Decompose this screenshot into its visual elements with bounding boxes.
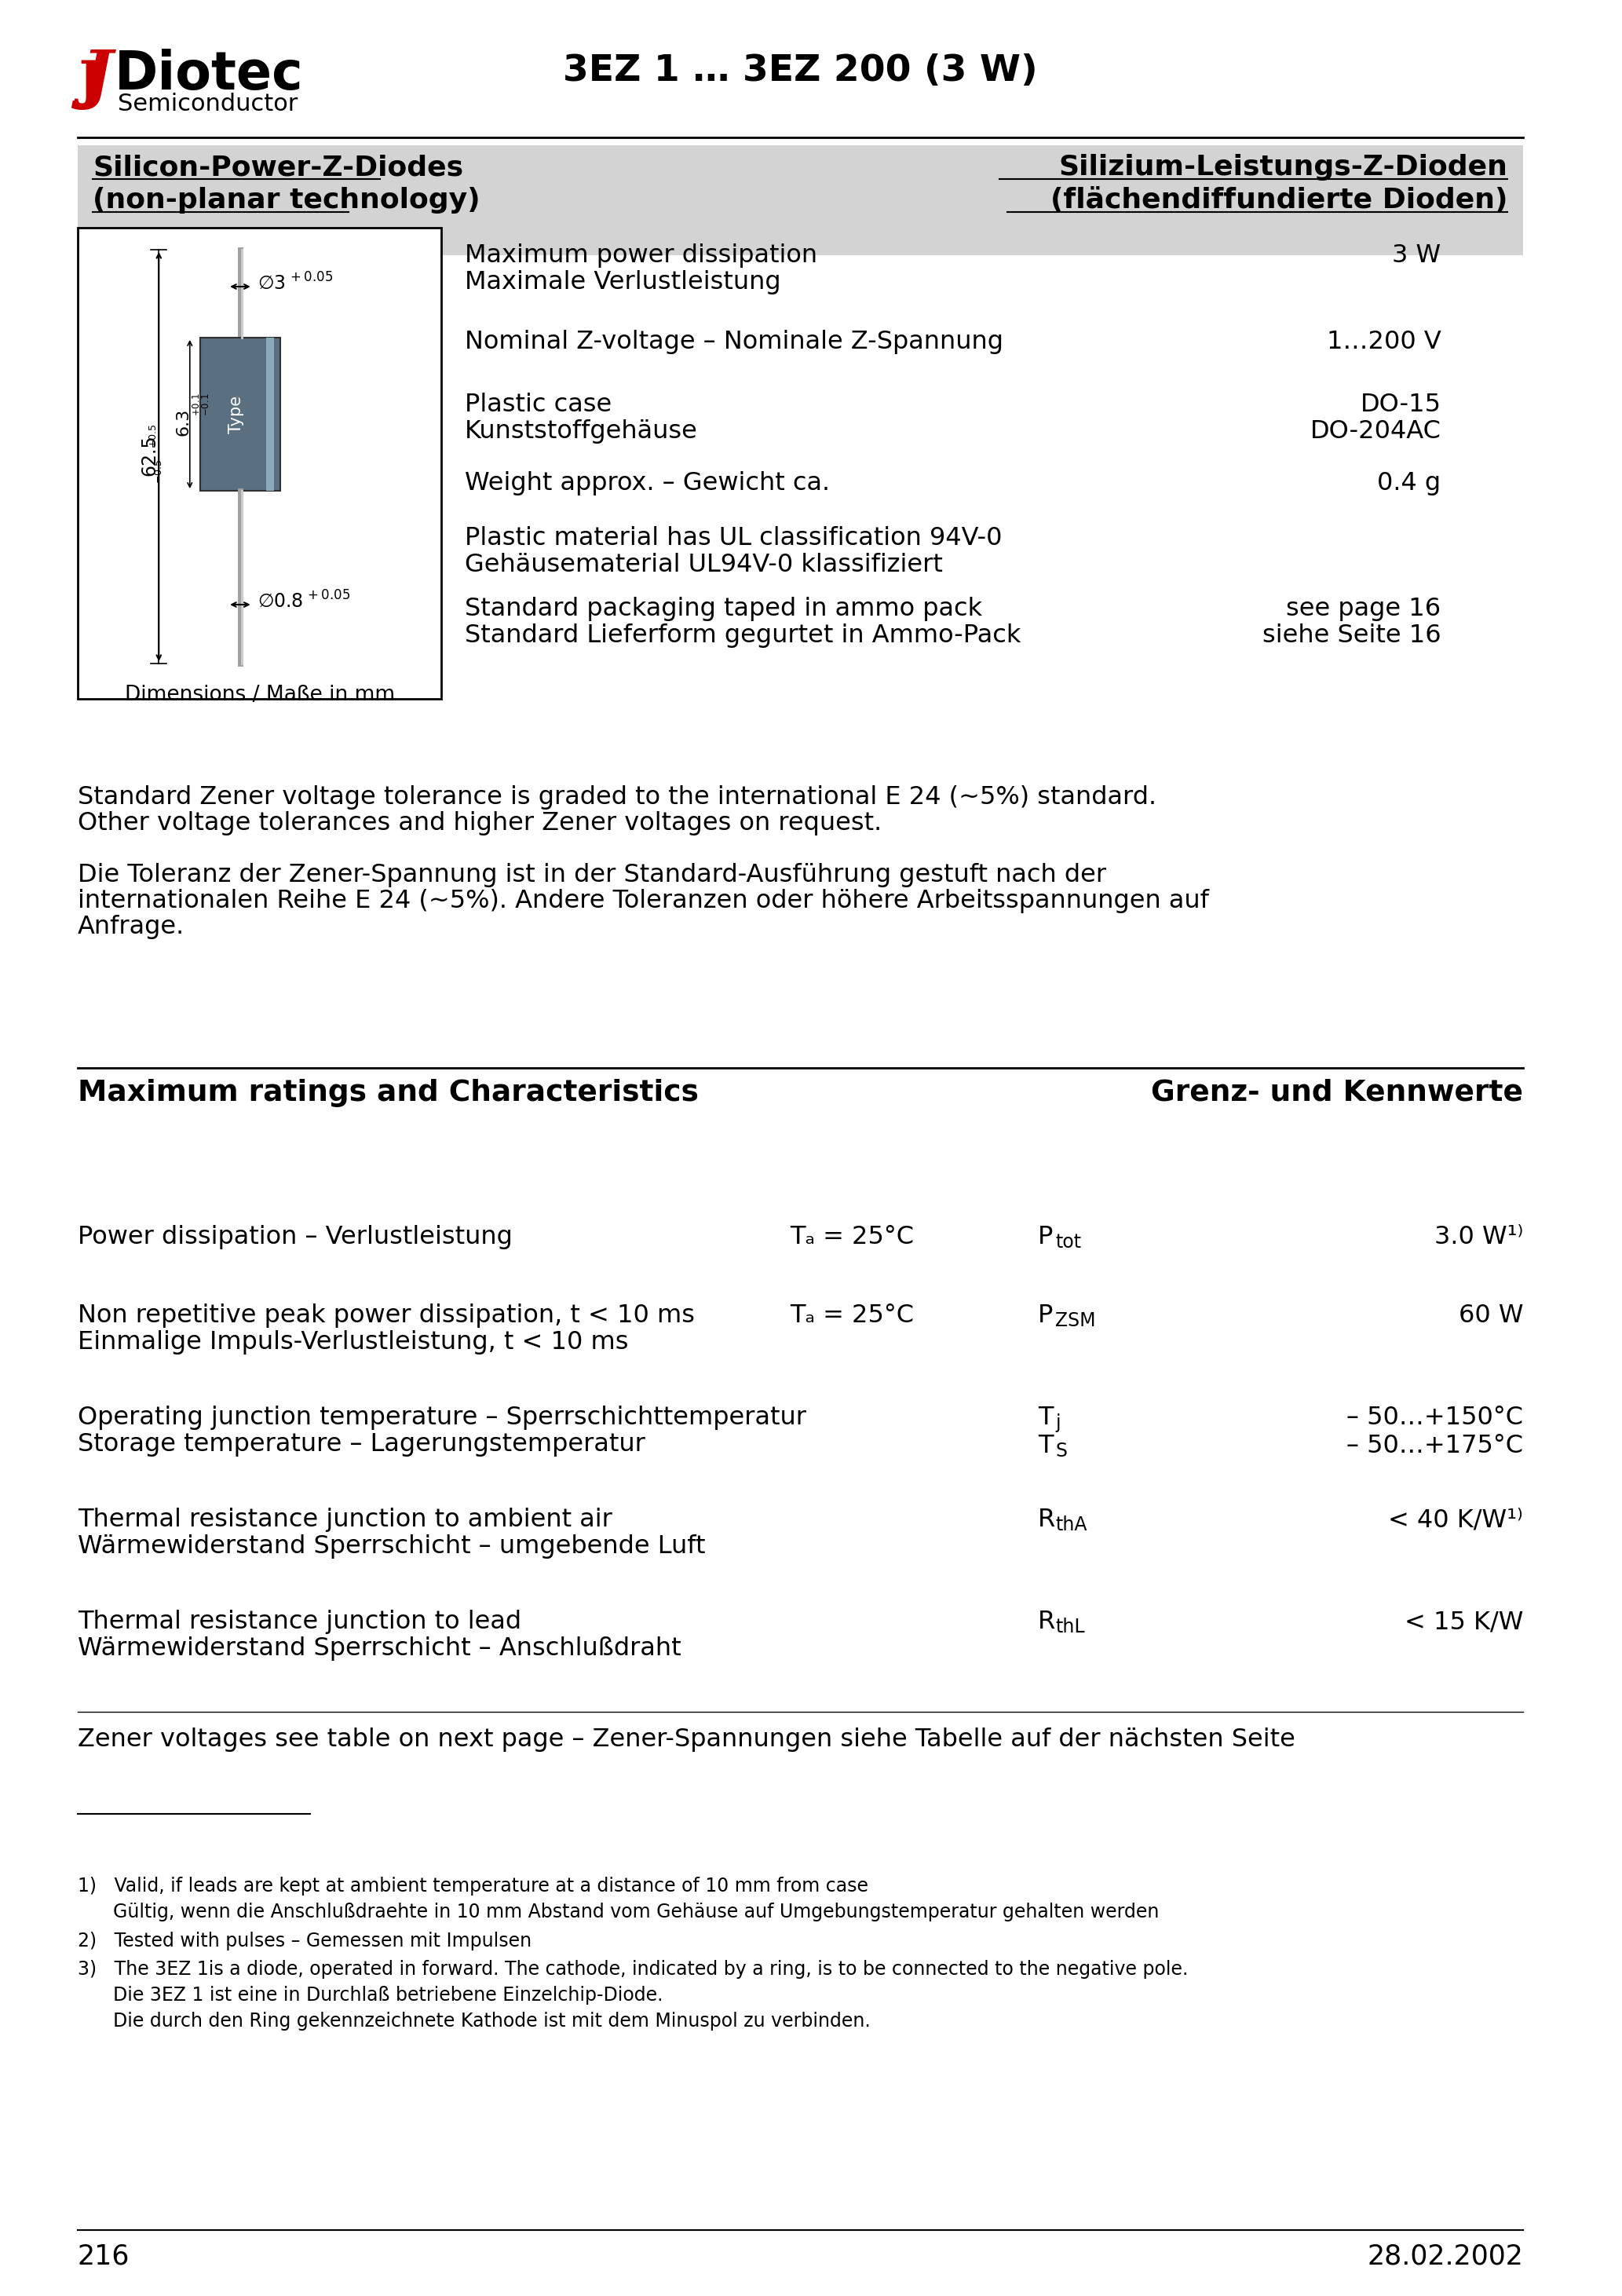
Text: 2)   Tested with pulses – Gemessen mit Impulsen: 2) Tested with pulses – Gemessen mit Imp… — [78, 1931, 532, 1952]
Text: thA: thA — [1056, 1515, 1087, 1534]
Text: Type: Type — [229, 395, 245, 434]
Text: 3.0 W¹⁾: 3.0 W¹⁾ — [1434, 1226, 1523, 1249]
Text: S: S — [1056, 1442, 1067, 1460]
Text: Storage temperature – Lagerungstemperatur: Storage temperature – Lagerungstemperatu… — [78, 1433, 646, 1456]
Text: R: R — [1038, 1508, 1056, 1531]
Text: P: P — [1038, 1304, 1053, 1327]
Text: Nominal Z-voltage – Nominale Z-Spannung: Nominal Z-voltage – Nominale Z-Spannung — [466, 331, 1004, 354]
Text: R: R — [1038, 1609, 1056, 1635]
Text: 60 W: 60 W — [1458, 1304, 1523, 1327]
Text: 62.5: 62.5 — [139, 434, 159, 475]
Bar — [78, 145, 1523, 255]
Text: 1…200 V: 1…200 V — [1327, 331, 1440, 354]
Text: Other voltage tolerances and higher Zener voltages on request.: Other voltage tolerances and higher Zene… — [78, 810, 882, 836]
Text: < 15 K/W: < 15 K/W — [1405, 1609, 1523, 1635]
Text: Standard Lieferform gegurtet in Ammo-Pack: Standard Lieferform gegurtet in Ammo-Pac… — [466, 625, 1020, 647]
Text: P: P — [1038, 1226, 1053, 1249]
Text: $^{+0.1}_{-0.1}$: $^{+0.1}_{-0.1}$ — [191, 393, 211, 416]
Text: j: j — [1056, 1414, 1061, 1433]
Text: Thermal resistance junction to ambient air: Thermal resistance junction to ambient a… — [78, 1508, 611, 1531]
Text: 0.4 g: 0.4 g — [1377, 471, 1440, 496]
Text: Die 3EZ 1 ist eine in Durchlaß betriebene Einzelchip-Diode.: Die 3EZ 1 ist eine in Durchlaß betrieben… — [78, 1986, 663, 2004]
Text: Gehäusematerial UL94V-0 klassifiziert: Gehäusematerial UL94V-0 klassifiziert — [466, 553, 942, 576]
Text: (non-planar technology): (non-planar technology) — [92, 186, 480, 214]
Text: Standard packaging taped in ammo pack: Standard packaging taped in ammo pack — [466, 597, 983, 622]
Text: Plastic case: Plastic case — [466, 393, 611, 418]
Text: Weight approx. – Gewicht ca.: Weight approx. – Gewicht ca. — [466, 471, 830, 496]
Text: Semiconductor: Semiconductor — [118, 92, 298, 115]
Text: $^{+0.5}$: $^{+0.5}$ — [151, 422, 164, 448]
Text: Gültig, wenn die Anschlußdraehte in 10 mm Abstand vom Gehäuse auf Umgebungstempe: Gültig, wenn die Anschlußdraehte in 10 m… — [78, 1903, 1158, 1922]
Text: 3 W: 3 W — [1392, 243, 1440, 269]
Bar — [200, 338, 281, 491]
Text: internationalen Reihe E 24 (~5%). Andere Toleranzen oder höhere Arbeitsspannunge: internationalen Reihe E 24 (~5%). Andere… — [78, 889, 1208, 914]
Text: Zener voltages see table on next page – Zener-Spannungen siehe Tabelle auf der n: Zener voltages see table on next page – … — [78, 1727, 1294, 1752]
Text: DO-204AC: DO-204AC — [1311, 420, 1440, 443]
Text: Wärmewiderstand Sperrschicht – Anschlußdraht: Wärmewiderstand Sperrschicht – Anschlußd… — [78, 1637, 681, 1660]
Text: ȷ: ȷ — [79, 46, 102, 108]
Text: 3EZ 1 … 3EZ 200 (3 W): 3EZ 1 … 3EZ 200 (3 W) — [563, 53, 1038, 90]
Text: Wärmewiderstand Sperrschicht – umgebende Luft: Wärmewiderstand Sperrschicht – umgebende… — [78, 1534, 706, 1559]
Text: Non repetitive peak power dissipation, t < 10 ms: Non repetitive peak power dissipation, t… — [78, 1304, 694, 1327]
Text: 6.3: 6.3 — [175, 409, 191, 436]
Text: siehe Seite 16: siehe Seite 16 — [1262, 625, 1440, 647]
Text: see page 16: see page 16 — [1286, 597, 1440, 622]
Text: tot: tot — [1056, 1233, 1082, 1251]
Text: 1)   Valid, if leads are kept at ambient temperature at a distance of 10 mm from: 1) Valid, if leads are kept at ambient t… — [78, 1876, 868, 1896]
Text: ZSM: ZSM — [1056, 1311, 1095, 1329]
Text: Thermal resistance junction to lead: Thermal resistance junction to lead — [78, 1609, 521, 1635]
Text: Kunststoffgehäuse: Kunststoffgehäuse — [466, 420, 697, 443]
Text: Tₐ = 25°C: Tₐ = 25°C — [790, 1226, 915, 1249]
Text: Power dissipation – Verlustleistung: Power dissipation – Verlustleistung — [78, 1226, 513, 1249]
Text: Standard Zener voltage tolerance is graded to the international E 24 (~5%) stand: Standard Zener voltage tolerance is grad… — [78, 785, 1156, 810]
Text: Einmalige Impuls-Verlustleistung, t < 10 ms: Einmalige Impuls-Verlustleistung, t < 10… — [78, 1329, 628, 1355]
Text: Dimensions / Maße in mm: Dimensions / Maße in mm — [125, 684, 394, 705]
Text: Diotec: Diotec — [115, 48, 303, 101]
Bar — [78, 227, 441, 698]
Text: thL: thL — [1056, 1619, 1085, 1637]
Text: T: T — [1038, 1405, 1053, 1430]
Text: (flächendiffundierte Dioden): (flächendiffundierte Dioden) — [1051, 186, 1508, 214]
Text: $\varnothing$0.8$^{\,+0.05}$: $\varnothing$0.8$^{\,+0.05}$ — [258, 590, 350, 613]
Text: $_{-0.5}$: $_{-0.5}$ — [151, 459, 164, 484]
Text: Maximale Verlustleistung: Maximale Verlustleistung — [466, 271, 780, 294]
Text: 216: 216 — [78, 2243, 130, 2268]
Text: J: J — [81, 48, 112, 110]
Text: Silizium-Leistungs-Z-Dioden: Silizium-Leistungs-Z-Dioden — [1059, 154, 1508, 181]
Text: Silicon-Power-Z-Diodes: Silicon-Power-Z-Diodes — [92, 154, 464, 181]
Text: – 50…+175°C: – 50…+175°C — [1346, 1433, 1523, 1458]
Text: Tₐ = 25°C: Tₐ = 25°C — [790, 1304, 915, 1327]
Text: Maximum ratings and Characteristics: Maximum ratings and Characteristics — [78, 1079, 699, 1107]
Text: 3)   The 3EZ 1is a diode, operated in forward. The cathode, indicated by a ring,: 3) The 3EZ 1is a diode, operated in forw… — [78, 1961, 1187, 1979]
Text: T: T — [1038, 1433, 1053, 1458]
Text: Die Toleranz der Zener-Spannung ist in der Standard-Ausführung gestuft nach der: Die Toleranz der Zener-Spannung ist in d… — [78, 863, 1106, 886]
Text: DO-15: DO-15 — [1361, 393, 1440, 418]
Text: Die durch den Ring gekennzeichnete Kathode ist mit dem Minuspol zu verbinden.: Die durch den Ring gekennzeichnete Katho… — [78, 2011, 871, 2030]
Text: Operating junction temperature – Sperrschichttemperatur: Operating junction temperature – Sperrsc… — [78, 1405, 806, 1430]
Text: < 40 K/W¹⁾: < 40 K/W¹⁾ — [1388, 1508, 1523, 1531]
Text: 28.02.2002: 28.02.2002 — [1367, 2243, 1523, 2268]
Bar — [266, 338, 274, 491]
Text: – 50…+150°C: – 50…+150°C — [1346, 1405, 1523, 1430]
Text: Maximum power dissipation: Maximum power dissipation — [466, 243, 817, 269]
Text: Grenz- und Kennwerte: Grenz- und Kennwerte — [1152, 1079, 1523, 1107]
Text: $\varnothing$3$^{\,+0.05}$: $\varnothing$3$^{\,+0.05}$ — [258, 273, 333, 294]
Text: Plastic material has UL classification 94V-0: Plastic material has UL classification 9… — [466, 526, 1002, 551]
Text: Anfrage.: Anfrage. — [78, 914, 185, 939]
